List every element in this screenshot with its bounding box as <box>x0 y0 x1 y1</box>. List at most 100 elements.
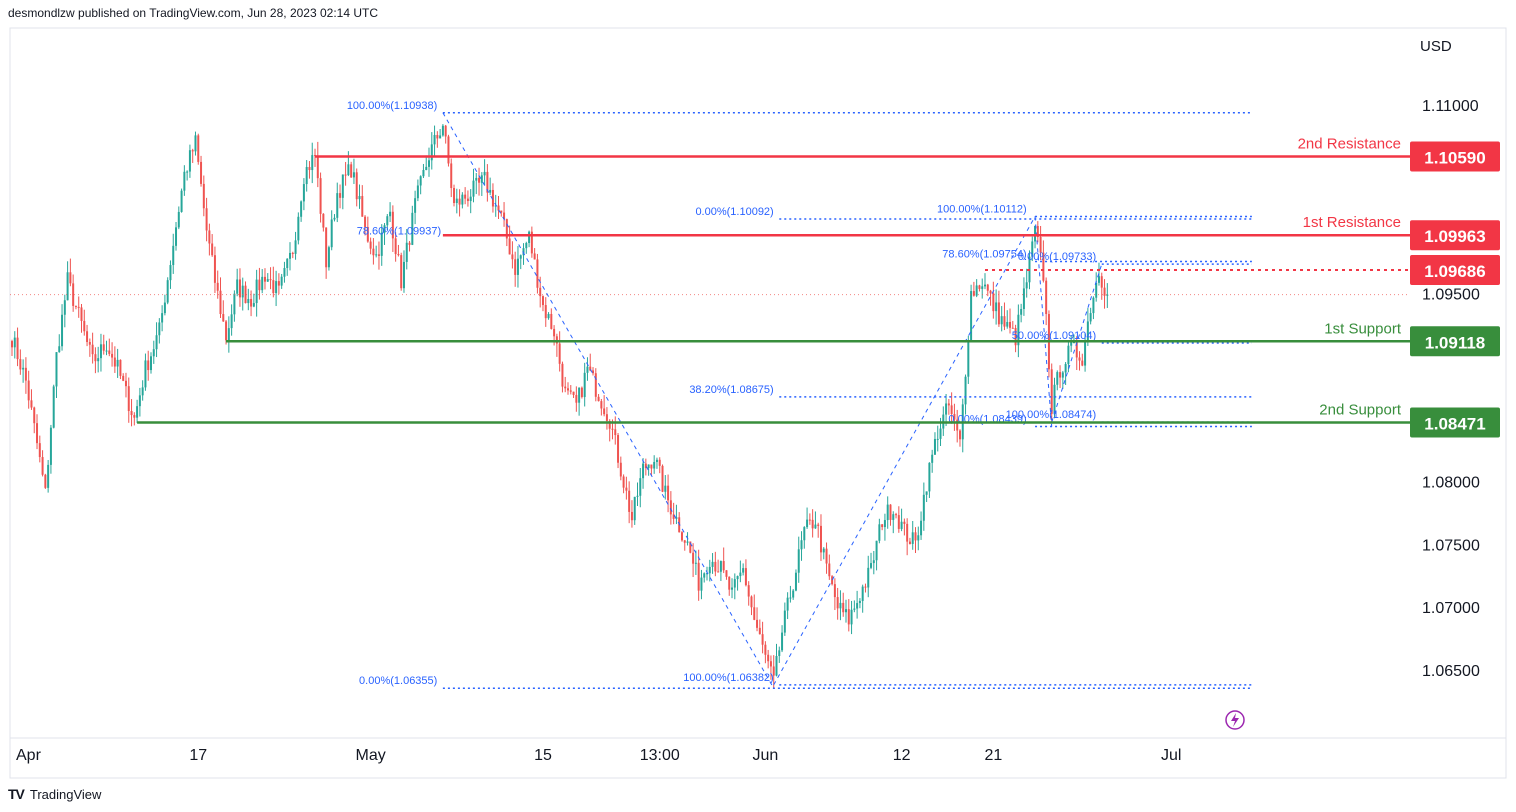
fib-level-label: 100.00%(1.10938) <box>347 100 438 112</box>
candle-body <box>936 438 939 440</box>
candle-body <box>161 313 164 323</box>
candle-body <box>27 380 30 401</box>
candle-body <box>1000 316 1003 325</box>
candle-body <box>497 205 500 211</box>
fib-trend-line <box>1051 263 1103 423</box>
candle-body <box>516 258 519 275</box>
candle-body <box>525 242 528 249</box>
candle-body <box>647 464 650 469</box>
candle-body <box>1092 297 1095 314</box>
candle-body <box>550 313 553 329</box>
candle-body <box>36 423 39 444</box>
candle-body <box>1022 288 1025 310</box>
candle-body <box>483 171 486 176</box>
candle-body <box>886 504 889 521</box>
candle-body <box>74 305 77 307</box>
candle-body <box>811 519 814 529</box>
candle-body <box>794 572 797 591</box>
candle-body <box>444 125 447 137</box>
lightning-icon[interactable] <box>1225 710 1245 730</box>
candle-body <box>664 485 667 492</box>
candle-body <box>958 430 961 440</box>
candle-body <box>33 407 36 424</box>
candle-body <box>386 216 389 226</box>
candle-body <box>225 321 228 341</box>
candle-body <box>825 548 828 564</box>
candle-body <box>530 231 533 254</box>
candle-body <box>867 567 870 588</box>
tradingview-brand[interactable]: TV TradingView <box>8 786 101 802</box>
candle-body <box>289 252 291 259</box>
candle-body <box>567 388 569 391</box>
candle-body <box>383 225 386 233</box>
level-price-tag[interactable] <box>1410 407 1500 438</box>
candle-body <box>88 342 91 345</box>
candle-body <box>77 306 80 308</box>
candle-body <box>219 290 222 315</box>
y-tick-label: 1.08000 <box>1422 475 1480 492</box>
candle-body <box>494 205 497 207</box>
candle-body <box>917 535 920 541</box>
candle-body <box>661 465 664 492</box>
candle-body <box>350 164 353 178</box>
candle-body <box>186 171 189 173</box>
candle-body <box>94 354 97 362</box>
candle-body <box>806 519 809 528</box>
candle-body <box>889 504 892 520</box>
candle-body <box>58 346 61 353</box>
candle-body <box>439 135 442 139</box>
candle-body <box>447 136 450 164</box>
candle-body <box>603 408 606 415</box>
candle-body <box>1067 345 1070 365</box>
candle-body <box>458 198 461 205</box>
candle-body <box>419 176 422 186</box>
candle-body <box>1011 327 1014 329</box>
level-price-tag[interactable] <box>1410 220 1500 251</box>
candle-body <box>433 134 436 145</box>
candle-body <box>719 561 722 572</box>
tradingview-logo-icon: TV <box>8 786 25 802</box>
level-price-label: 1.08471 <box>1424 415 1485 434</box>
candle-body <box>714 561 717 572</box>
level-price-tag[interactable] <box>1410 254 1500 285</box>
candle-body <box>792 590 795 598</box>
candle-body <box>480 175 483 183</box>
candle-body <box>364 216 367 227</box>
candle-body <box>847 609 850 625</box>
candle-body <box>55 352 58 387</box>
candle-body <box>1061 372 1064 378</box>
candle-body <box>758 627 761 635</box>
candle-body <box>430 144 433 161</box>
candle-body <box>13 337 16 348</box>
chart-frame <box>9 27 1507 779</box>
candle-body <box>558 343 561 364</box>
candle-body <box>180 190 183 212</box>
level-price-tag[interactable] <box>1410 326 1500 357</box>
candle-body <box>706 573 708 575</box>
candle-body <box>680 532 683 541</box>
candle-body <box>175 227 178 246</box>
candle-body <box>1034 225 1037 242</box>
candle-body <box>355 172 358 200</box>
candle-body <box>605 414 608 421</box>
candle-body <box>414 198 417 213</box>
candle-body <box>600 401 603 409</box>
candle-body <box>300 201 303 217</box>
candle-body <box>177 211 180 228</box>
candle-body <box>611 428 614 430</box>
candle-body <box>158 322 161 336</box>
candle-body <box>694 562 697 564</box>
candle-body <box>461 194 464 205</box>
level-price-tag[interactable] <box>1410 141 1500 172</box>
candle-body <box>352 172 355 178</box>
candle-body <box>642 463 645 479</box>
candle-body <box>144 360 147 388</box>
candle-body <box>775 656 778 676</box>
candle-body <box>11 341 13 348</box>
candle-body <box>1059 372 1062 378</box>
candle-body <box>49 427 52 465</box>
fib-level-label: 50.00%(1.09104) <box>1012 330 1096 342</box>
candle-body <box>216 282 219 291</box>
candle-body <box>1053 384 1056 414</box>
